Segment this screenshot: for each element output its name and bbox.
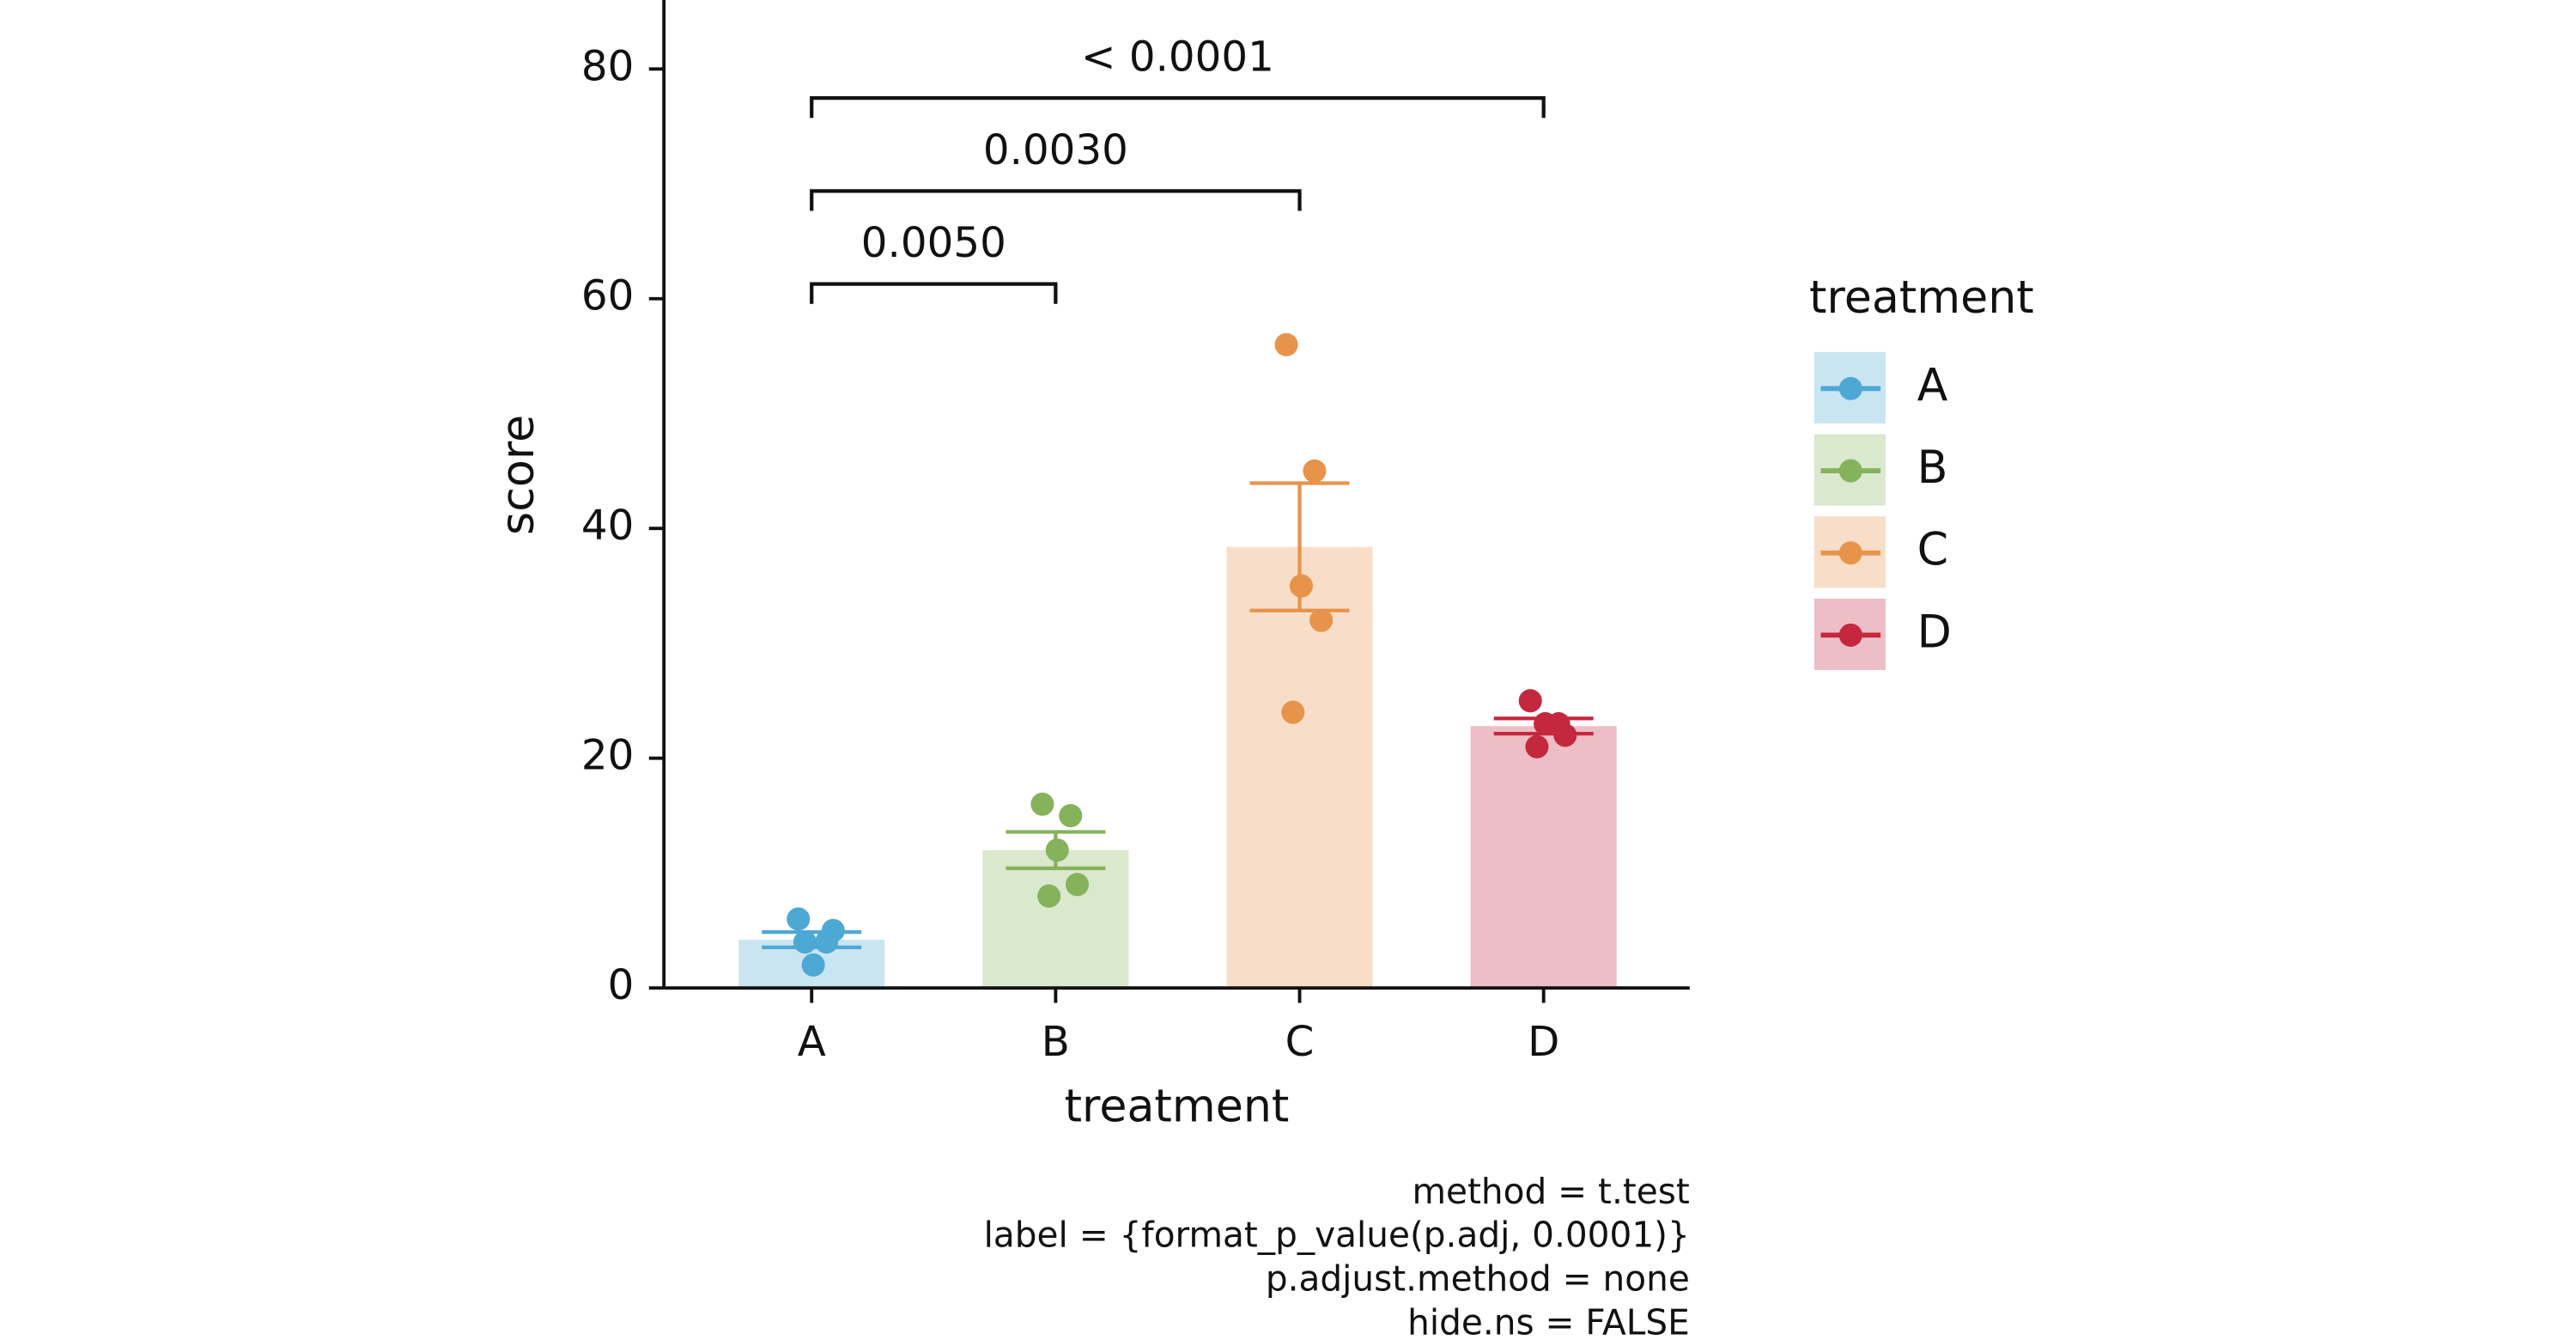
data-point — [1309, 608, 1334, 632]
bracket — [810, 282, 1058, 304]
data-point — [1274, 332, 1298, 356]
bar — [982, 850, 1129, 989]
x-tick-label: A — [798, 1018, 826, 1066]
bar — [1226, 546, 1373, 989]
x-axis-title: treatment — [1065, 1081, 1290, 1132]
bar — [1470, 726, 1617, 989]
y-tick-label: 80 — [581, 42, 634, 90]
y-tick-label: 40 — [581, 502, 634, 550]
caption-line: hide.ns = FALSE — [1407, 1301, 1690, 1340]
data-point — [1059, 804, 1083, 828]
x-tick-label: B — [1042, 1018, 1070, 1066]
data-point — [1281, 700, 1305, 724]
y-axis-title: score — [493, 415, 544, 535]
caption-line: p.adjust.method = none — [1266, 1258, 1690, 1300]
y-tick-label: 60 — [581, 272, 634, 320]
p-value-label: 0.0030 — [983, 126, 1128, 174]
y-tick-label: 0 — [608, 961, 635, 1009]
y-tick-label: 20 — [581, 732, 634, 780]
legend-title: treatment — [1809, 272, 2034, 324]
p-value-label: < 0.0001 — [1081, 34, 1274, 82]
data-point — [1518, 689, 1542, 713]
caption-line: label = {format_p_value(p.adj, 0.0001)} — [984, 1215, 1690, 1256]
legend-dot — [1838, 623, 1862, 647]
legend-label: A — [1917, 360, 1948, 411]
legend-dot — [1838, 459, 1862, 483]
data-point — [1037, 884, 1061, 908]
data-point — [1525, 734, 1549, 758]
legend-label: B — [1917, 442, 1948, 494]
bracket — [810, 95, 1546, 119]
legend-dot — [1838, 376, 1862, 400]
data-point — [1065, 873, 1090, 897]
legend-label: D — [1917, 606, 1952, 658]
data-point — [787, 907, 811, 931]
data-point — [1030, 792, 1054, 816]
data-point — [801, 953, 825, 977]
data-point — [1303, 459, 1327, 483]
legend-label: C — [1917, 525, 1948, 576]
x-tick-label: D — [1528, 1018, 1559, 1066]
p-value-label: 0.0050 — [861, 219, 1006, 267]
caption-line: method = t.test — [1413, 1171, 1690, 1212]
legend-dot — [1838, 541, 1862, 565]
x-tick-label: C — [1285, 1018, 1315, 1066]
bracket — [810, 189, 1302, 211]
